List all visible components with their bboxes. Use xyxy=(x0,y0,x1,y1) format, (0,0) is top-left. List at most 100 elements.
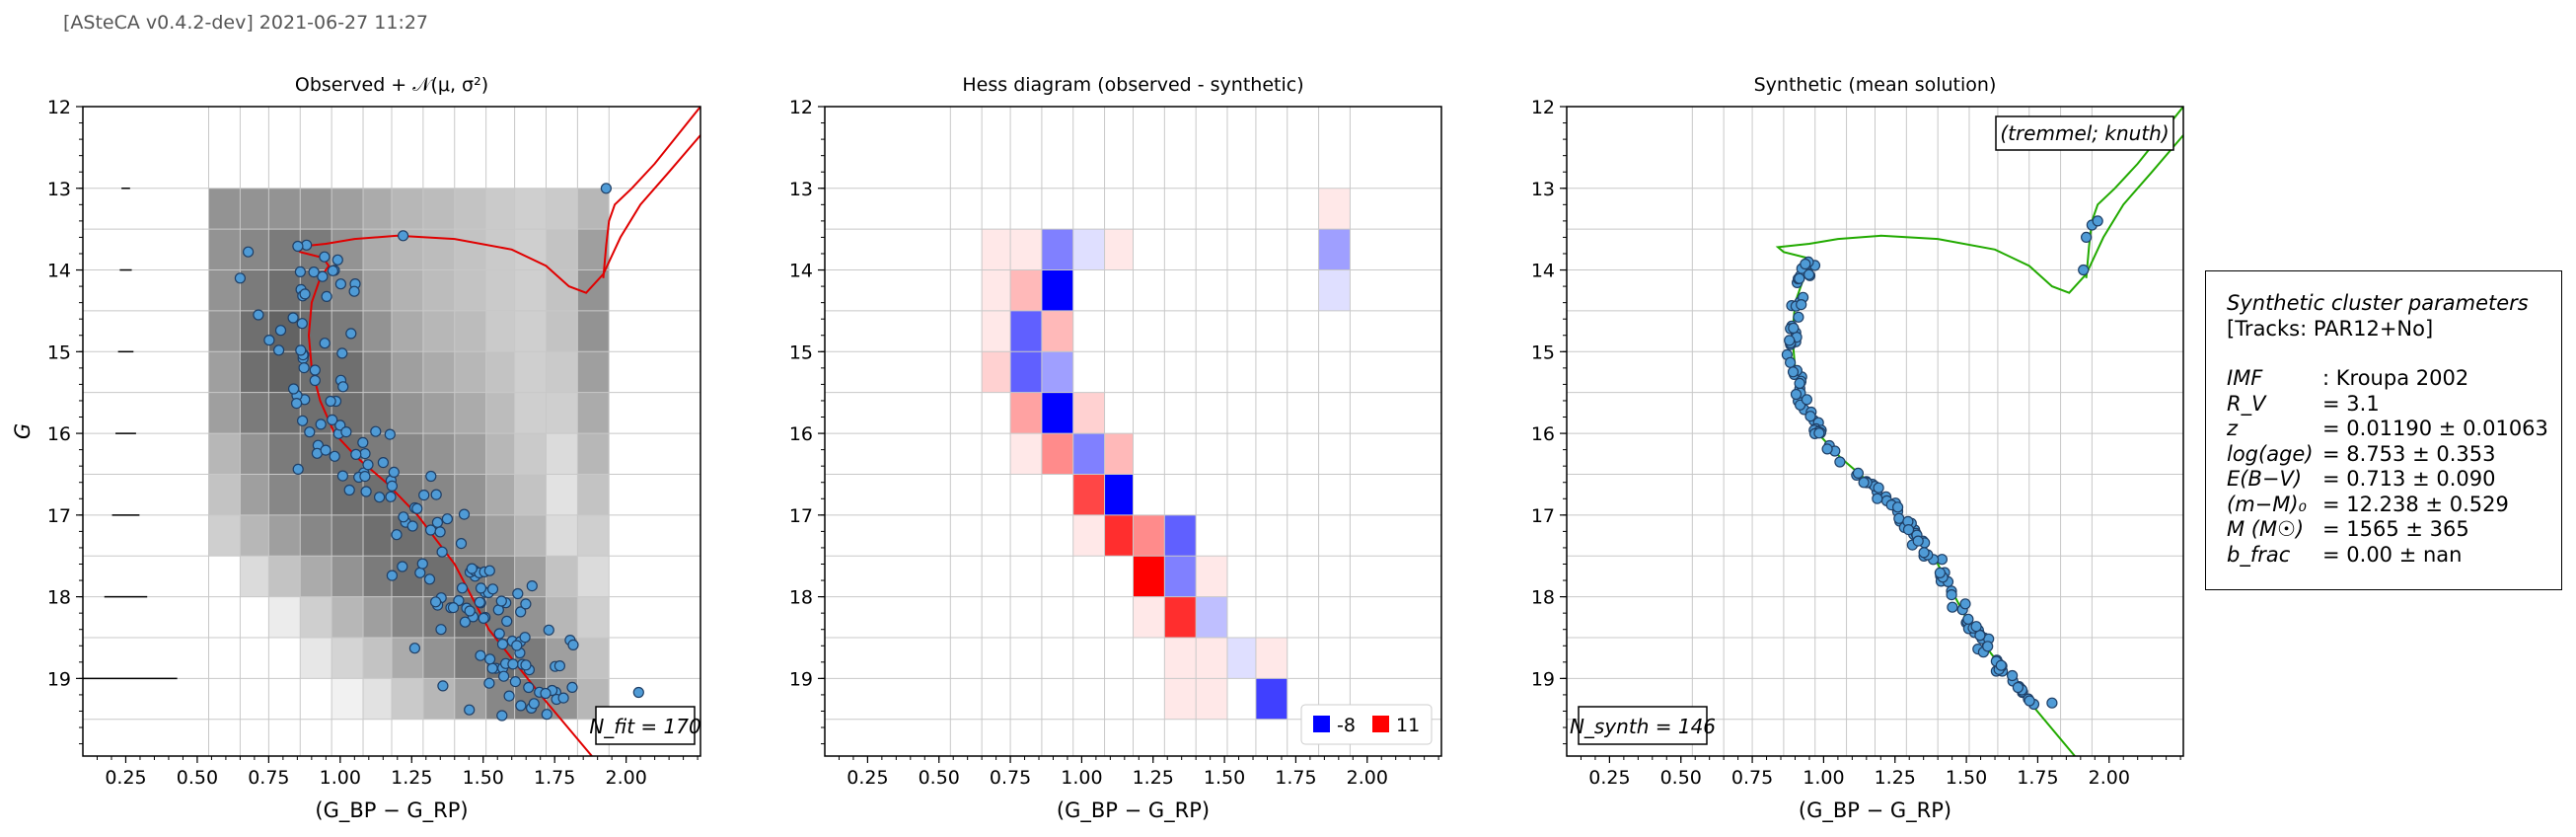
legend-swatch xyxy=(1313,716,1330,732)
star-point xyxy=(1995,659,2007,671)
param-row: b_frac = 0.00 ± nan xyxy=(2227,543,2543,569)
plot-frame xyxy=(824,106,1442,757)
star-point xyxy=(498,670,510,682)
star-point xyxy=(308,266,320,278)
hess-cell xyxy=(1318,269,1351,311)
hess-cell xyxy=(1041,269,1073,311)
star-point xyxy=(464,704,476,716)
y-tick-label: 15 xyxy=(789,342,813,363)
star-point xyxy=(418,490,430,501)
hess-background-cell xyxy=(392,596,423,638)
hess-background-cell xyxy=(300,474,332,515)
star-point xyxy=(2012,681,2024,694)
y-tick-label: 14 xyxy=(47,261,71,282)
hess-background-cell xyxy=(331,514,364,557)
hess-cell xyxy=(1104,474,1134,515)
hess-background-cell xyxy=(300,596,332,638)
hess-background-cell xyxy=(208,474,241,515)
legend-label: 11 xyxy=(1396,715,1420,736)
x-tick-label: 1.75 xyxy=(534,767,575,789)
hess-background-cell xyxy=(546,514,578,557)
star-point xyxy=(523,681,535,694)
star-point xyxy=(319,338,331,349)
param-value: 12.238 ± 0.529 xyxy=(2346,492,2509,516)
param-label: E(B−V) xyxy=(2227,467,2303,491)
y-tick-label: 14 xyxy=(1531,261,1555,282)
n-fit-label: N_fit = 170 xyxy=(589,715,700,738)
hess-cell xyxy=(1164,678,1197,720)
hess-background-cell xyxy=(485,433,515,475)
param-sep: = xyxy=(2322,542,2347,567)
hess-background-cell xyxy=(454,269,486,311)
hess-cell xyxy=(982,310,1011,352)
hess-background-cell xyxy=(240,392,269,434)
hess-background-cell xyxy=(577,556,610,597)
param-sep: = xyxy=(2322,517,2347,541)
x-tick-label: 1.50 xyxy=(463,767,504,789)
y-tick-label: 18 xyxy=(789,587,813,609)
hess-background-cell xyxy=(208,229,241,270)
star-point xyxy=(370,425,382,437)
hess-background-cell xyxy=(240,433,269,475)
hess-cell xyxy=(1104,514,1134,557)
hess-background-cell xyxy=(268,474,301,515)
star-point xyxy=(362,459,374,471)
hess-background-cell xyxy=(392,392,423,434)
hess-background-cell xyxy=(363,678,392,720)
star-point xyxy=(1793,311,1804,323)
star-point xyxy=(1784,356,1797,368)
star-point xyxy=(464,605,476,617)
star-point xyxy=(1794,377,1805,389)
param-label: M (M☉) xyxy=(2227,517,2305,541)
star-point xyxy=(1794,272,1805,284)
star-point xyxy=(299,288,311,300)
star-point xyxy=(437,680,449,692)
chart-title: Synthetic (mean solution) xyxy=(1754,74,1997,96)
star-point xyxy=(2081,231,2093,243)
star-point xyxy=(475,649,486,661)
hess-cell xyxy=(1072,229,1105,270)
hess-background-cell xyxy=(331,596,364,638)
y-tick-label: 16 xyxy=(1531,423,1555,445)
star-point xyxy=(1934,567,1947,579)
param-row: (m−M)₀ = 12.238 ± 0.529 xyxy=(2227,493,2543,518)
star-point xyxy=(557,692,569,704)
star-point xyxy=(1947,601,1958,613)
star-point xyxy=(377,457,389,469)
hess-background-cell xyxy=(422,392,455,434)
hess-cell xyxy=(1226,637,1256,679)
star-point xyxy=(320,444,331,456)
hess-cell xyxy=(1318,229,1351,270)
star-point xyxy=(553,659,566,672)
hess-cell xyxy=(1072,474,1105,515)
x-axis-label: (G_BP − G_RP) xyxy=(315,799,468,823)
star-point xyxy=(493,628,505,640)
param-label: R_V xyxy=(2227,391,2266,416)
n-synth-label: N_synth = 146 xyxy=(1570,715,1716,738)
hess-background-cell xyxy=(300,556,332,597)
hess-cell xyxy=(1072,514,1105,557)
hess-background-cell xyxy=(514,433,547,475)
hess-background-cell xyxy=(514,269,547,311)
star-point xyxy=(1800,258,1811,270)
hess-background-cell xyxy=(331,556,364,597)
hess-background-cell xyxy=(485,474,515,515)
x-tick-label: 1.25 xyxy=(1133,767,1174,789)
hess-cell xyxy=(1196,678,1227,720)
star-point xyxy=(319,251,331,263)
param-label: log(age) xyxy=(2227,441,2314,466)
star-point xyxy=(511,640,523,651)
star-point xyxy=(566,681,578,694)
hess-background-cell xyxy=(240,514,269,557)
star-point xyxy=(292,240,304,253)
x-tick-label: 2.00 xyxy=(2089,767,2130,789)
hess-background-cell xyxy=(454,392,486,434)
y-tick-label: 19 xyxy=(789,668,813,690)
star-point xyxy=(297,415,309,426)
star-point xyxy=(336,347,348,359)
star-point xyxy=(374,492,386,503)
star-point xyxy=(1959,598,1971,610)
hess-background-cell xyxy=(485,269,515,311)
star-point xyxy=(309,374,321,387)
star-point xyxy=(408,643,420,654)
